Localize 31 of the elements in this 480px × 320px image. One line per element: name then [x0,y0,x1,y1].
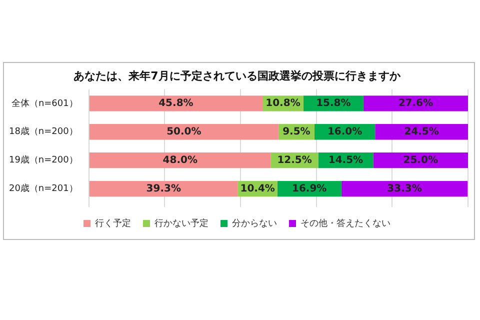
y-tick-label: 20歳（n=201） [8,183,78,194]
bar [89,124,278,140]
bar [89,152,271,168]
bar [89,96,263,112]
data-label: 10.8% [266,98,300,110]
y-tick-label: 全体（n=601） [11,98,78,109]
chart-title: あなたは、来年7月に予定されている国政選挙の投票に行きますか [74,69,402,82]
data-label: 9.5% [282,126,310,138]
y-tick-label: 18歳（n=200） [8,126,78,138]
bar [89,180,238,197]
data-label: 16.9% [292,183,327,194]
data-label: 50.0% [166,126,202,138]
legend-label: その他・答えたくない [300,218,390,229]
data-label: 24.5% [404,126,439,138]
data-label: 45.8% [158,98,194,110]
data-label: 10.4% [240,183,275,194]
bar [363,96,468,112]
legend-label: 分からない [232,218,277,229]
data-label: 14.5% [328,154,364,166]
data-label: 48.0% [162,154,198,166]
y-tick-label: 19歳（n=200） [8,154,78,166]
data-label: 12.5% [277,154,312,166]
legend-label: 行かない予定 [154,218,208,229]
bar [341,180,468,197]
legend-label: 行く予定 [95,218,131,229]
data-label: 27.6% [398,98,434,110]
data-label: 25.0% [403,154,438,166]
data-label: 16.0% [327,126,362,138]
data-label: 15.8% [316,98,351,110]
data-label: 33.3% [387,183,422,194]
data-label: 39.3% [146,183,181,194]
